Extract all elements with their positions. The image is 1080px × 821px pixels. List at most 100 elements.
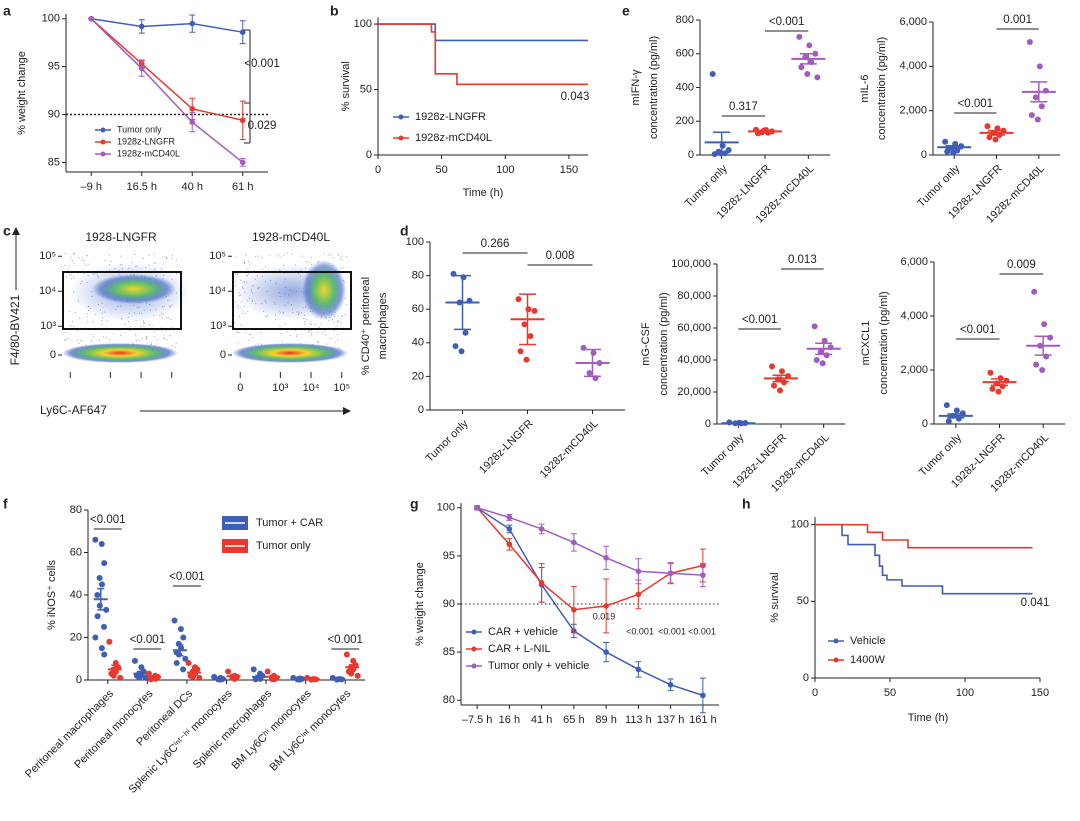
panel-letter: b xyxy=(330,3,339,19)
data-point xyxy=(700,572,706,578)
density-dot xyxy=(166,317,168,319)
density-dot xyxy=(92,336,94,338)
p-value: <0.001 xyxy=(742,314,778,326)
density-dot xyxy=(238,304,240,306)
density-dot xyxy=(237,332,239,334)
data-point xyxy=(950,149,957,156)
y-tick-label: 0 xyxy=(220,349,226,361)
y-tick-label: 95 xyxy=(443,550,455,562)
y-tick-label: 0 xyxy=(688,149,694,161)
density-dot xyxy=(252,336,254,339)
p-value: <0.001 xyxy=(327,634,363,646)
density-dot xyxy=(73,253,76,255)
x-tick-label: 65 h xyxy=(563,714,584,726)
y-axis-label: concentration (pg/ml) xyxy=(876,37,888,140)
density-dot xyxy=(277,253,280,255)
density-dot xyxy=(106,319,108,321)
y-axis-label: % weight change xyxy=(16,51,28,135)
y-tick-label: 80 xyxy=(70,504,82,516)
density-dot xyxy=(120,334,122,336)
data-point xyxy=(506,541,513,548)
data-point xyxy=(1032,94,1039,101)
data-point xyxy=(173,660,180,666)
y-tick-label: 4,000 xyxy=(899,60,927,72)
y-tick-label: 10⁵ xyxy=(209,250,226,262)
density-dot xyxy=(171,254,173,256)
y-tick-label: 95 xyxy=(48,61,60,73)
data-point xyxy=(182,655,189,662)
density-dot xyxy=(79,317,81,319)
density-dot xyxy=(98,339,101,342)
density-dot xyxy=(249,334,251,336)
y-tick-label: 20 xyxy=(70,631,82,643)
data-point xyxy=(142,674,149,681)
density-dot xyxy=(247,310,249,313)
legend-marker xyxy=(471,663,477,669)
density-dot xyxy=(321,332,324,334)
density-dot xyxy=(333,321,335,323)
data-point xyxy=(98,581,105,588)
density-dot xyxy=(238,315,241,318)
data-point xyxy=(521,321,528,328)
density-dot xyxy=(81,340,83,342)
data-point xyxy=(823,352,830,359)
density-dot xyxy=(87,321,89,323)
y-axis-label: F4/80-BV421 xyxy=(8,294,22,365)
data-point xyxy=(462,329,469,336)
x-tick-label: 61 h xyxy=(232,181,253,193)
x-tick-label: 137 h xyxy=(657,714,685,726)
p-value: 0.266 xyxy=(481,238,510,250)
panel-letter: a xyxy=(3,3,11,19)
p-value: 0.013 xyxy=(788,254,817,266)
density-dot xyxy=(320,323,322,325)
data-point xyxy=(771,382,777,389)
density-dot xyxy=(64,264,66,267)
density-dot xyxy=(336,333,338,335)
y-tick-label: 20 xyxy=(412,370,424,382)
data-point xyxy=(817,349,824,355)
density-dot xyxy=(332,257,334,259)
y-tick-label: 80 xyxy=(412,270,424,282)
y-tick-label: 85 xyxy=(443,646,455,658)
density-dot xyxy=(324,333,327,336)
y-axis-label: % survival xyxy=(340,61,352,111)
density-dot xyxy=(161,256,163,258)
density-dot xyxy=(308,331,310,333)
data-point xyxy=(180,666,187,673)
density-dot xyxy=(283,254,285,256)
data-point xyxy=(458,348,465,355)
density-dot xyxy=(336,325,338,327)
density-dot xyxy=(73,277,75,279)
density-dot xyxy=(156,339,158,341)
p-value: 0.001 xyxy=(1003,14,1032,26)
series-line xyxy=(476,507,704,697)
density-dot xyxy=(235,256,237,258)
data-point xyxy=(635,591,642,598)
density-dot xyxy=(143,325,145,327)
density-dot xyxy=(237,307,239,309)
y-tick-label: 80,000 xyxy=(677,290,711,302)
data-point xyxy=(189,119,196,126)
density-dot xyxy=(311,263,313,266)
density-dot xyxy=(322,253,325,255)
density-dot xyxy=(304,322,306,324)
density-dot xyxy=(242,310,244,312)
y-axis-label: mIFN-γ xyxy=(630,69,642,106)
density-dot xyxy=(170,318,172,321)
density-dot xyxy=(135,340,137,342)
density-dot xyxy=(327,254,329,256)
density-dot xyxy=(239,306,241,308)
y-tick-label: 90 xyxy=(443,598,455,610)
density-dot xyxy=(309,322,311,325)
density-dot xyxy=(106,337,108,339)
x-tick-label: Splenic macrophages xyxy=(191,687,275,771)
y-tick-label: 4,000 xyxy=(900,310,928,322)
density-dot xyxy=(241,312,244,314)
y-axis-label: % weight change xyxy=(414,562,426,646)
data-point xyxy=(590,349,597,356)
density-dot xyxy=(310,256,312,258)
data-point xyxy=(989,385,996,392)
data-point xyxy=(531,307,538,314)
density-dot xyxy=(345,303,348,306)
